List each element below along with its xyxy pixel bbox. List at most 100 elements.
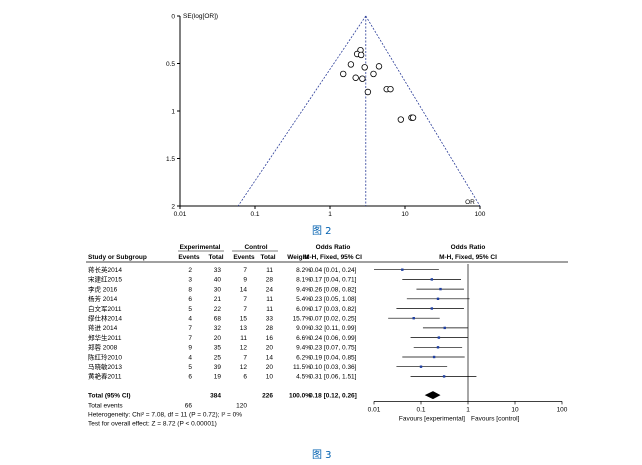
study-point bbox=[352, 74, 359, 81]
header-events-experimental: Events bbox=[178, 254, 200, 261]
total-experimental: 21 bbox=[214, 296, 222, 303]
events-experimental: 6 bbox=[188, 296, 192, 303]
ci-value: 0.32 [0.11, 0.99] bbox=[310, 325, 357, 332]
weight-value: 6.0% bbox=[296, 306, 311, 313]
total-diamond bbox=[424, 391, 441, 400]
total-control: 10 bbox=[266, 374, 274, 381]
y-tick-label: 1.5 bbox=[166, 156, 175, 163]
header-total-control: Total bbox=[260, 254, 275, 261]
study-name: 李虎 2016 bbox=[88, 284, 118, 293]
forest-x-tick-label: 1 bbox=[466, 406, 470, 413]
weight-value: 8.1% bbox=[296, 277, 311, 284]
study-point bbox=[340, 70, 347, 78]
funnel-right-limit bbox=[365, 15, 481, 207]
events-control: 7 bbox=[243, 354, 247, 361]
study-point bbox=[375, 63, 383, 70]
favours-experimental-label: Favours [experimental] bbox=[399, 415, 465, 422]
or-square bbox=[443, 326, 446, 330]
x-tick-label: 1 bbox=[328, 211, 332, 218]
events-experimental: 4 bbox=[188, 316, 192, 323]
total-experimental-sum: 384 bbox=[210, 392, 221, 399]
events-control: 6 bbox=[243, 374, 247, 381]
weight-value: 6.2% bbox=[296, 354, 311, 361]
events-control: 7 bbox=[243, 306, 247, 313]
header-study: Study or Subgroup bbox=[88, 254, 147, 261]
study-point bbox=[347, 61, 355, 68]
header-events-control: Events bbox=[233, 254, 255, 261]
x-tick-label: 0.01 bbox=[174, 211, 187, 218]
study-point bbox=[387, 85, 394, 93]
weight-value: 5.4% bbox=[296, 296, 311, 303]
weight-value: 9.4% bbox=[296, 286, 311, 293]
total-control: 28 bbox=[266, 277, 274, 284]
weight-value: 6.6% bbox=[296, 335, 311, 342]
y-tick-label: 0 bbox=[171, 14, 175, 21]
events-experimental: 3 bbox=[188, 277, 192, 284]
weight-value: 4.5% bbox=[296, 374, 311, 381]
events-experimental: 5 bbox=[188, 306, 192, 313]
figure-2-caption: 图 2 bbox=[312, 226, 332, 237]
weight-value: 11.5% bbox=[293, 364, 311, 371]
events-experimental: 7 bbox=[188, 325, 192, 332]
header-experimental: Experimental bbox=[180, 244, 221, 251]
events-experimental: 8 bbox=[188, 286, 192, 293]
study-name: 马晓敏2013 bbox=[88, 362, 122, 371]
header-control: Control bbox=[244, 244, 267, 251]
total-label: Total (95% CI) bbox=[88, 392, 131, 399]
ci-value: 0.23 [0.05, 1.08] bbox=[310, 296, 357, 303]
study-name: 蒋长英2014 bbox=[88, 265, 122, 274]
events-experimental: 6 bbox=[188, 374, 192, 381]
total-experimental: 33 bbox=[214, 267, 222, 274]
header-method-left: M-H, Fixed, 95% CI bbox=[304, 254, 362, 261]
x-tick-label: 100 bbox=[475, 211, 486, 218]
funnel-plot: 0 0.5 1 1.5 20.01 0.1 1 10 100 SE(log[OR]) OR bbox=[166, 13, 486, 218]
or-square bbox=[436, 346, 440, 349]
ci-value: 0.31 [0.06, 1.51] bbox=[310, 374, 357, 381]
events-control: 14 bbox=[240, 286, 248, 293]
events-control: 13 bbox=[240, 325, 248, 332]
or-square bbox=[401, 268, 404, 271]
total-ci: 0.18 [0.12, 0.26] bbox=[309, 392, 357, 399]
ci-value: 0.04 [0.01, 0.24] bbox=[310, 267, 357, 274]
ci-value: 0.19 [0.04, 0.85] bbox=[310, 354, 357, 361]
study-point bbox=[361, 64, 368, 71]
funnel-left-limit bbox=[237, 15, 367, 207]
total-control: 11 bbox=[266, 306, 273, 313]
total-control: 14 bbox=[266, 354, 274, 361]
weight-value: 9.0% bbox=[296, 325, 311, 332]
total-experimental: 35 bbox=[214, 345, 222, 352]
or-square bbox=[439, 287, 442, 291]
study-point bbox=[397, 116, 405, 123]
or-square bbox=[430, 307, 434, 310]
forest-x-tick-label: 10 bbox=[511, 406, 519, 413]
total-control: 16 bbox=[266, 335, 274, 342]
header-method-right: M-H, Fixed, 95% CI bbox=[439, 254, 497, 261]
total-control: 24 bbox=[266, 286, 274, 293]
or-square bbox=[442, 375, 446, 378]
weight-value: 15.7% bbox=[293, 316, 312, 323]
or-square bbox=[432, 355, 436, 359]
figure-3-caption: 图 3 bbox=[312, 450, 332, 461]
events-experimental: 4 bbox=[188, 354, 192, 361]
total-experimental: 40 bbox=[214, 277, 222, 284]
or-square bbox=[419, 365, 423, 368]
total-experimental: 19 bbox=[214, 374, 222, 381]
events-control: 12 bbox=[240, 345, 248, 352]
study-name: 陈红玲2010 bbox=[88, 352, 122, 361]
y-tick-label: 2 bbox=[171, 204, 175, 211]
total-events-control: 120 bbox=[236, 402, 247, 409]
study-name: 缪仕林2014 bbox=[88, 314, 122, 323]
study-name: 郑蓉 2008 bbox=[88, 343, 118, 352]
x-tick-label: 10 bbox=[401, 211, 409, 218]
events-control: 9 bbox=[243, 277, 247, 284]
ci-value: 0.17 [0.03, 0.82] bbox=[310, 306, 357, 313]
study-name: 宋建红2015 bbox=[88, 275, 122, 284]
study-point bbox=[370, 70, 377, 78]
or-square bbox=[412, 317, 415, 320]
events-control: 12 bbox=[240, 364, 248, 371]
total-events-experimental: 66 bbox=[185, 402, 193, 409]
events-experimental: 7 bbox=[188, 335, 192, 342]
total-control: 33 bbox=[266, 316, 274, 323]
ci-value: 0.23 [0.07, 0.75] bbox=[310, 345, 357, 352]
study-name: 黄艳春2011 bbox=[88, 372, 122, 381]
